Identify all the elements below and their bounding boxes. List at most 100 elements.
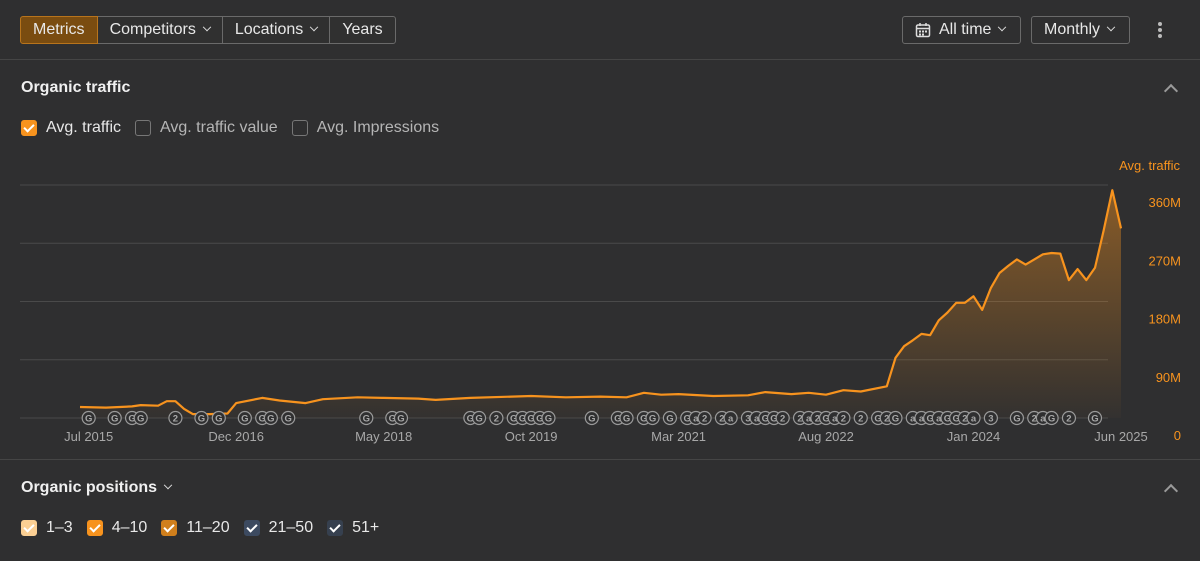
annotation-marker[interactable]: G [194,410,209,426]
checkbox-option[interactable]: Avg. traffic value [135,119,278,137]
annotation-label: G [640,414,647,425]
annotation-circle [1009,410,1025,426]
y-tick-label: 360M [1148,195,1181,210]
checkbox-label: Avg. Impressions [316,119,440,136]
annotation-marker[interactable]: 2 [168,410,183,426]
x-tick-label: May 2018 [355,429,412,444]
annotation-marker[interactable]: G [541,410,556,426]
x-tick-label: Mar 2021 [651,429,706,444]
dropdown-arrow [998,22,1007,32]
annotation-label: 2 [1066,414,1071,425]
area-fill [80,190,1121,418]
annotation-marker[interactable]: G [359,410,374,426]
annotation-marker[interactable]: 2 [1061,410,1077,426]
annotation-circle [194,410,209,426]
annotation-marker[interactable]: a [723,410,738,426]
checkbox [161,520,178,536]
section-title[interactable]: Organic positions [21,479,173,497]
annotation-marker[interactable]: G [237,410,252,426]
annotation-marker[interactable]: G [1044,410,1059,426]
annotation-label: 2 [719,414,724,425]
annotation-label: 2 [797,414,802,425]
annotation-circle [619,410,634,426]
dropdown-arrow [1106,22,1116,32]
y-tick-label: 90M [1156,370,1181,385]
tab-bar: Metrics Competitors Locations Years [20,16,396,44]
annotation-marker[interactable]: 2 [836,410,851,426]
checkbox [327,520,344,536]
annotation-label: a [693,414,699,425]
annotation-marker[interactable]: G [133,410,148,426]
checkbox-option[interactable]: Avg. Impressions [291,119,440,137]
annotation-marker[interactable]: G [107,410,122,426]
date-range-button[interactable]: All time [902,16,1021,44]
tab[interactable]: Locations [221,16,331,44]
section-title-text: Organic positions [21,479,158,496]
more-menu[interactable] [1154,20,1166,40]
checkbox-option[interactable]: 11–20 [161,519,230,537]
annotation-marker[interactable]: 2 [775,410,790,426]
annotation-label: 3 [988,414,993,425]
annotation-marker[interactable]: 2 [853,410,868,426]
annotation-marker[interactable]: G [619,410,634,426]
tab[interactable]: Metrics [20,16,98,44]
annotation-label: G [822,414,829,425]
annotation-marker[interactable]: G [471,410,487,426]
annotation-label: G [770,414,777,425]
annotation-marker[interactable]: G [81,410,96,426]
annotation-label: 2 [780,414,785,425]
annotation-marker[interactable]: G [263,410,278,426]
annotation-marker[interactable]: a [966,410,981,426]
section-title-text: Organic traffic [21,79,131,96]
interval-button[interactable]: Monthly [1031,16,1130,44]
annotation-label: 2 [858,414,863,425]
annotation-label: G [467,414,474,425]
annotation-circle [836,410,851,426]
annotation-marker[interactable]: 2 [697,410,712,426]
annotation-circle [966,410,981,426]
annotation-marker[interactable]: G [1087,410,1103,426]
annotation-label: G [85,414,92,425]
annotation-label: G [588,414,595,425]
annotation-label: 2 [173,414,178,425]
annotation-circle [133,410,148,426]
annotation-marker[interactable]: G [1009,410,1025,426]
annotation-circle [489,410,504,426]
annotation-marker[interactable]: G [393,410,409,426]
annotation-label: a [754,414,760,425]
annotation-marker[interactable]: G [888,410,903,426]
section-title: Organic traffic [21,79,130,97]
dropdown-arrow [310,22,319,32]
x-tick-label: Jul 2015 [64,429,113,444]
annotation-label: G [519,414,526,425]
annotation-marker[interactable]: 3 [983,410,998,426]
checkbox-label: 51+ [352,519,380,536]
checkbox-option[interactable]: 1–3 [21,519,73,537]
annotation-circle [888,410,903,426]
annotation-label: 2 [962,414,967,425]
annotation-label: a [919,414,925,425]
annotation-circle [1061,410,1077,426]
tab[interactable]: Competitors [96,16,223,44]
annotation-marker[interactable]: G [211,410,226,426]
tab[interactable]: Years [329,16,396,44]
annotation-marker[interactable]: G [645,410,660,426]
annotation-marker[interactable]: G [584,410,599,426]
checkbox-option[interactable]: 21–50 [243,519,313,537]
annotation-label: G [111,414,118,425]
annotation-marker[interactable]: G [281,410,296,426]
tab-label: Competitors [109,21,196,38]
annotation-label: G [527,414,534,425]
annotation-label: G [666,414,673,425]
annotation-label: G [363,414,370,425]
annotation-label: G [1048,414,1055,425]
annotation-marker[interactable]: G [662,410,678,426]
checkbox-option[interactable]: Avg. traffic [21,119,121,137]
annotation-label: a [1040,414,1046,425]
annotation-label: G [649,414,656,425]
annotation-marker[interactable]: 2 [489,410,504,426]
checkbox-option[interactable]: 4–10 [86,519,147,537]
tab-label: Years [342,21,383,38]
checkbox [291,120,308,136]
checkbox-option[interactable]: 51+ [327,519,379,537]
